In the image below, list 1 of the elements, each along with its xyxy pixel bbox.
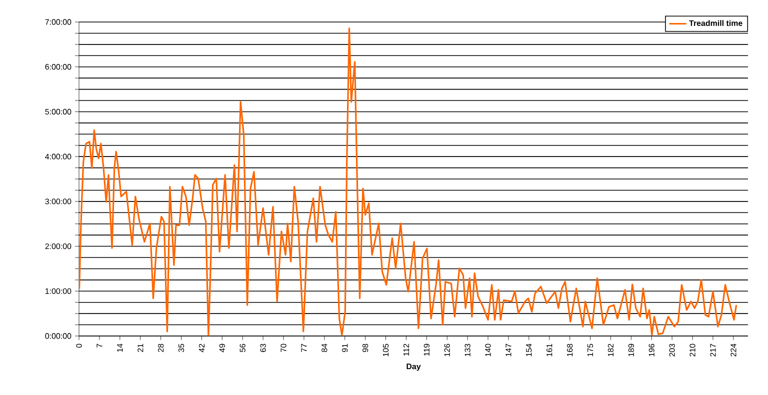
line-series <box>79 27 738 336</box>
